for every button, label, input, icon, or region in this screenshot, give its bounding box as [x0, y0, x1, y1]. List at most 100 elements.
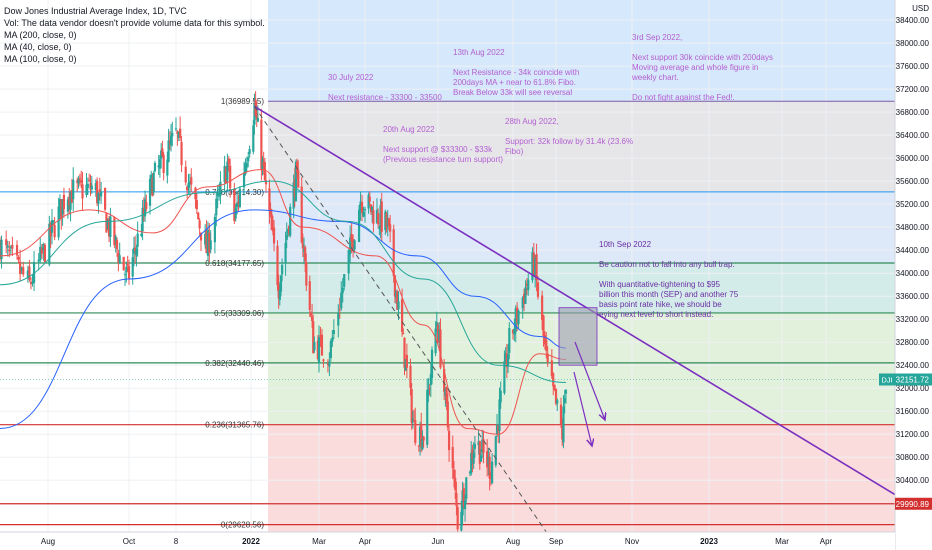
candle-body[interactable]	[362, 211, 365, 217]
candle-body[interactable]	[400, 299, 404, 332]
candle-body[interactable]	[478, 441, 481, 464]
candle-body[interactable]	[312, 321, 315, 354]
candle-body[interactable]	[279, 275, 283, 292]
candle-body[interactable]	[244, 163, 247, 175]
candle-body[interactable]	[145, 202, 148, 209]
candle-body[interactable]	[152, 172, 155, 193]
candle-body[interactable]	[217, 192, 221, 197]
candle-body[interactable]	[445, 387, 448, 404]
candle-body[interactable]	[28, 266, 31, 280]
candle-body[interactable]	[42, 244, 45, 251]
candle-body[interactable]	[470, 452, 473, 474]
candle-body[interactable]	[369, 204, 373, 213]
candle-body[interactable]	[563, 397, 566, 403]
candle-body[interactable]	[404, 359, 407, 371]
candle-body[interactable]	[451, 447, 454, 469]
candle-body[interactable]	[452, 469, 456, 478]
ma-line-1[interactable]	[0, 169, 566, 435]
candle-body[interactable]	[531, 252, 534, 281]
candle-body[interactable]	[161, 148, 164, 156]
candle-body[interactable]	[195, 199, 198, 210]
candle-body[interactable]	[209, 240, 212, 250]
candle-body[interactable]	[359, 201, 362, 211]
candle-body[interactable]	[322, 359, 325, 362]
candle-body[interactable]	[96, 181, 99, 204]
candle-body[interactable]	[546, 353, 549, 363]
candle-body[interactable]	[94, 183, 97, 190]
candle-body[interactable]	[20, 267, 23, 271]
candle-body[interactable]	[397, 301, 400, 310]
candle-body[interactable]	[285, 234, 288, 240]
candle-body[interactable]	[88, 179, 91, 181]
candle-body[interactable]	[472, 452, 475, 464]
candle-body[interactable]	[85, 184, 88, 195]
candle-body[interactable]	[77, 178, 80, 184]
candle-body[interactable]	[136, 233, 139, 247]
candle-body[interactable]	[205, 230, 208, 254]
candle-body[interactable]	[337, 313, 340, 326]
candle-body[interactable]	[58, 198, 62, 210]
ma-100-legend[interactable]: MA (100, close, 0)	[4, 54, 77, 64]
candle-body[interactable]	[482, 439, 485, 453]
candle-body[interactable]	[226, 161, 229, 181]
candle-body[interactable]	[135, 248, 138, 256]
candle-body[interactable]	[252, 125, 255, 152]
candle-body[interactable]	[409, 365, 412, 388]
candle-body[interactable]	[90, 185, 93, 190]
candle-body[interactable]	[378, 226, 381, 229]
candle-body[interactable]	[524, 287, 527, 304]
candle-body[interactable]	[297, 170, 300, 188]
ma-200-legend[interactable]: MA (200, close, 0)	[4, 30, 77, 40]
candle-body[interactable]	[97, 193, 100, 204]
candle-body[interactable]	[238, 188, 241, 208]
candle-body[interactable]	[294, 161, 298, 202]
ma-40-legend[interactable]: MA (40, close, 0)	[4, 42, 72, 52]
candle-body[interactable]	[499, 390, 502, 403]
candle-body[interactable]	[237, 201, 240, 204]
candle-body[interactable]	[103, 187, 107, 210]
candle-body[interactable]	[553, 384, 556, 390]
candle-body[interactable]	[508, 327, 511, 353]
candle-body[interactable]	[517, 310, 520, 325]
candle-body[interactable]	[384, 211, 387, 231]
candle-body[interactable]	[260, 119, 263, 170]
candle-body[interactable]	[242, 172, 246, 188]
candle-body[interactable]	[215, 198, 218, 216]
candle-body[interactable]	[368, 196, 371, 202]
candle-body[interactable]	[268, 188, 271, 212]
candle-body[interactable]	[497, 425, 500, 432]
candle-body[interactable]	[552, 373, 555, 387]
candle-body[interactable]	[532, 252, 535, 274]
candle-body[interactable]	[395, 291, 398, 298]
candle-body[interactable]	[76, 180, 79, 183]
candle-body[interactable]	[89, 182, 92, 190]
candle-body[interactable]	[347, 249, 350, 274]
candle-body[interactable]	[9, 246, 12, 249]
candle-body[interactable]	[522, 293, 526, 304]
candle-body[interactable]	[60, 199, 63, 219]
candle-body[interactable]	[462, 488, 465, 507]
projection-box[interactable]	[558, 307, 598, 366]
candle-body[interactable]	[389, 224, 392, 232]
candle-body[interactable]	[516, 307, 519, 323]
candle-body[interactable]	[439, 329, 442, 368]
candle-body[interactable]	[199, 232, 203, 241]
candle-body[interactable]	[465, 477, 468, 500]
candle-body[interactable]	[534, 258, 537, 277]
candle-body[interactable]	[276, 245, 279, 286]
candle-body[interactable]	[414, 420, 417, 443]
candle-body[interactable]	[410, 389, 413, 424]
candle-body[interactable]	[162, 154, 165, 173]
candle-body[interactable]	[247, 156, 250, 162]
candle-body[interactable]	[443, 368, 446, 392]
candle-body[interactable]	[43, 244, 47, 262]
candle-body[interactable]	[171, 132, 174, 137]
candle-body[interactable]	[287, 226, 291, 234]
candle-body[interactable]	[308, 281, 311, 310]
candle-body[interactable]	[350, 234, 353, 242]
candle-body[interactable]	[393, 275, 397, 297]
candle-body[interactable]	[37, 259, 40, 262]
candle-body[interactable]	[426, 390, 429, 445]
candle-body[interactable]	[514, 308, 517, 333]
